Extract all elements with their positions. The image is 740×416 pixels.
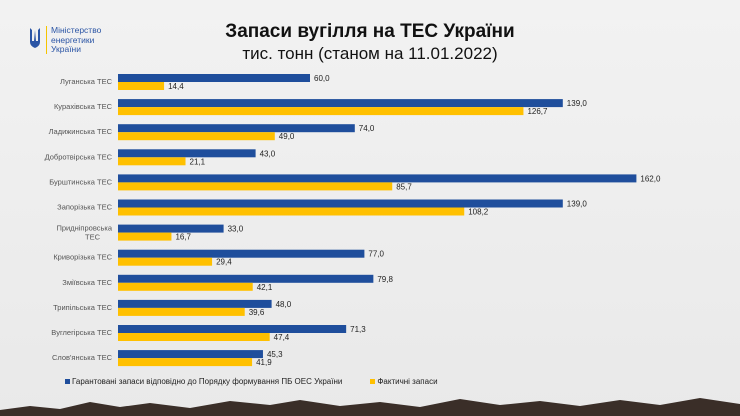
legend-swatch (370, 379, 376, 384)
category-label: Трипільська ТЕС (53, 303, 112, 312)
logo-line: Міністерство (51, 25, 102, 35)
data-label: 108,2 (468, 208, 489, 217)
ministry-logo: Міністерство енергетики України (28, 25, 121, 55)
category-label: Придніпровська ТЕС (56, 224, 112, 242)
data-label: 126,7 (527, 107, 548, 116)
data-label: 14,4 (168, 82, 184, 91)
bar-guaranteed (118, 99, 563, 108)
coal-pile-image (0, 398, 740, 416)
bar-guaranteed (118, 199, 563, 208)
category-label: Луганська ТЕС (60, 77, 113, 86)
data-label: 45,3 (267, 350, 283, 359)
data-label: 74,0 (359, 124, 375, 133)
bar-guaranteed (118, 299, 272, 308)
bar-actual (118, 132, 275, 141)
bar-guaranteed (118, 149, 256, 158)
data-label: 79,8 (377, 275, 393, 284)
data-label: 139,0 (567, 200, 588, 209)
bar-actual (118, 182, 393, 191)
legend-item-actual: Фактичні запаси (370, 377, 438, 386)
trident-icon (30, 28, 40, 48)
bar-guaranteed (118, 350, 263, 359)
bar-actual (118, 232, 172, 241)
bar-guaranteed (118, 124, 355, 133)
category-label: Зміївська ТЕС (62, 278, 112, 287)
logo-divider (46, 26, 47, 54)
category-label: Ладижинська ТЕС (49, 127, 113, 136)
bar-guaranteed (118, 274, 374, 283)
bar-actual (118, 333, 270, 341)
bar-actual (118, 157, 186, 166)
data-label: 85,7 (396, 182, 412, 191)
data-label: 29,4 (216, 258, 232, 267)
data-label: 139,0 (567, 99, 588, 108)
logo-line: енергетики (51, 34, 95, 45)
bar-guaranteed (118, 325, 347, 333)
data-label: 43,0 (260, 149, 276, 158)
legend: Гарантовані запаси відповідно до Порядку… (65, 377, 438, 386)
logo-line: України (51, 44, 81, 54)
bar-guaranteed (118, 249, 365, 258)
legend-item-guaranteed: Гарантовані запаси відповідно до Порядку… (65, 377, 342, 386)
chart-subtitle: тис. тонн (станом на 11.01.2022) (242, 44, 498, 63)
bar-actual (118, 307, 245, 316)
category-label: Слов'янська ТЕС (52, 353, 113, 362)
data-label: 47,4 (274, 333, 290, 342)
bar-guaranteed (118, 174, 637, 183)
bar-actual (118, 107, 524, 116)
data-label: 39,6 (249, 308, 265, 317)
category-label: Запорізька ТЕС (57, 203, 112, 212)
data-label: 60,0 (314, 74, 330, 83)
data-label: 49,0 (279, 132, 295, 141)
data-label: 71,3 (350, 325, 366, 334)
data-label: 41,9 (256, 358, 272, 367)
data-label: 48,0 (276, 300, 292, 309)
category-label: Курахівська ТЕС (54, 102, 113, 111)
category-label: Добротвірська ТЕС (45, 152, 113, 161)
bar-actual (118, 82, 165, 90)
data-label: 42,1 (257, 283, 273, 292)
category-label: Вуглегірська ТЕС (51, 328, 112, 337)
data-label: 77,0 (368, 250, 384, 259)
bar-guaranteed (118, 224, 224, 233)
data-label: 16,7 (175, 233, 191, 242)
bar-actual (118, 257, 213, 266)
bar-actual (118, 282, 253, 291)
bar-actual (118, 207, 465, 216)
bar-guaranteed (118, 74, 310, 82)
data-label: 21,1 (190, 157, 206, 166)
category-label: Криворізька ТЕС (53, 253, 112, 262)
bar-actual (118, 358, 253, 367)
chart-title: Запаси вугілля на ТЕС України (225, 21, 515, 42)
data-label: 162,0 (640, 174, 661, 183)
category-label: Бурштинська ТЕС (49, 177, 112, 186)
data-label: 33,0 (228, 225, 244, 234)
legend-swatch (65, 379, 70, 384)
